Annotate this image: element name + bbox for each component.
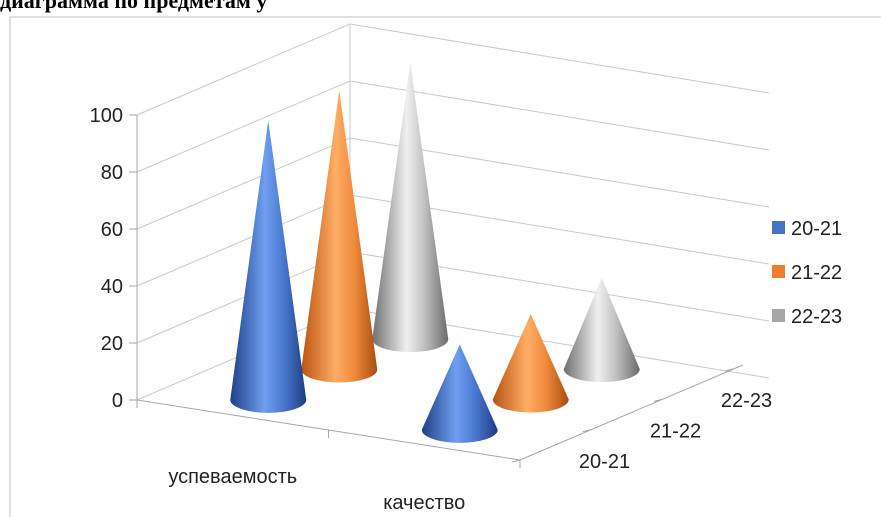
depth-tick-mark xyxy=(511,459,521,463)
cone-body xyxy=(230,120,307,413)
axes xyxy=(129,114,744,468)
legend-swatch xyxy=(772,221,785,234)
depth-tick-mark xyxy=(582,429,592,433)
y-tick-label: 100 xyxy=(90,105,123,127)
cone xyxy=(230,120,307,413)
cone-body xyxy=(301,90,378,383)
depth-axis-labels: 20-21 21-22 22-23 xyxy=(579,390,772,473)
cone-body xyxy=(421,344,498,443)
gridline xyxy=(136,194,770,287)
gridlines xyxy=(136,23,770,401)
y-tick-label: 40 xyxy=(101,276,123,298)
y-tick-label: 80 xyxy=(101,162,123,184)
depth-label: 20-21 xyxy=(579,451,630,473)
gridline xyxy=(136,251,770,344)
depth-label: 22-23 xyxy=(721,390,772,412)
depth-tick-mark xyxy=(653,398,663,402)
y-axis-tick-labels: 0 20 40 60 80 100 xyxy=(90,105,123,412)
cone xyxy=(301,90,378,383)
gridline xyxy=(136,137,770,230)
gridline xyxy=(136,80,770,173)
legend-label: 20-21 xyxy=(791,218,842,240)
legend-label: 22-23 xyxy=(791,306,842,328)
cones xyxy=(230,62,640,443)
cone xyxy=(492,314,569,413)
cone-body xyxy=(492,314,569,413)
gridline xyxy=(136,23,770,116)
y-tick-label: 20 xyxy=(101,333,123,355)
legend-swatch xyxy=(772,265,785,278)
y-tick-label: 60 xyxy=(101,219,123,241)
legend-label: 21-22 xyxy=(791,262,842,284)
header-text: диаграмма по предметам у xyxy=(0,0,267,13)
cone xyxy=(563,277,640,383)
y-tick-label: 0 xyxy=(112,390,123,412)
x-axis-category-labels: успеваемость качество xyxy=(168,466,465,514)
cone xyxy=(421,344,498,443)
x-category-label: успеваемость xyxy=(168,466,297,488)
legend-swatch xyxy=(772,309,785,322)
cone xyxy=(372,62,449,353)
x-category-label: качество xyxy=(383,492,465,514)
cone-body xyxy=(563,277,640,383)
depth-axis-line xyxy=(519,364,744,461)
depth-tick-mark xyxy=(724,368,734,372)
legend: 20-21 21-22 22-23 xyxy=(772,218,842,328)
cone-body xyxy=(372,62,449,353)
depth-label: 21-22 xyxy=(650,421,701,443)
